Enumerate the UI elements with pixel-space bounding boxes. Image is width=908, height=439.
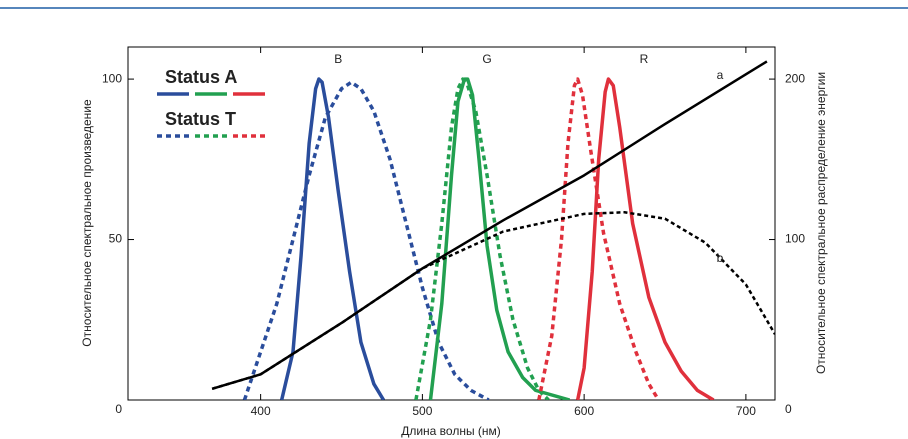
x-tick-label: 400 — [251, 404, 271, 418]
x-axis-label: Длина волны (нм) — [401, 424, 501, 438]
legend-label: Status T — [165, 109, 236, 129]
annotation: G — [482, 52, 491, 66]
x-tick-label: 500 — [412, 404, 432, 418]
annotation: B — [334, 52, 342, 66]
series-line — [242, 80, 490, 400]
y2-tick-label: 100 — [785, 232, 805, 246]
series-line — [279, 77, 386, 400]
series-line — [211, 60, 768, 390]
x-tick-label: 600 — [574, 404, 594, 418]
y2-tick-label: 0 — [785, 402, 792, 416]
annotation: b — [717, 251, 724, 265]
series-line — [575, 77, 715, 400]
y2-tick-label: 200 — [785, 71, 805, 85]
plot-frame — [127, 46, 776, 401]
y2-axis-label: Относительное спектральное распределение… — [814, 72, 828, 374]
series-line — [414, 77, 550, 400]
y-axis-label: Относительное спектральное произведение — [80, 99, 94, 347]
series-line — [537, 77, 661, 400]
series-line — [428, 77, 571, 400]
y-tick-label: 100 — [102, 71, 122, 85]
annotation: a — [717, 68, 724, 82]
x-tick-label: 700 — [736, 404, 756, 418]
y-tick-label: 50 — [109, 232, 123, 246]
series-line — [211, 211, 775, 390]
annotation: R — [640, 52, 649, 66]
legend-label: Status A — [165, 67, 237, 87]
y-tick-label: 0 — [115, 402, 122, 416]
